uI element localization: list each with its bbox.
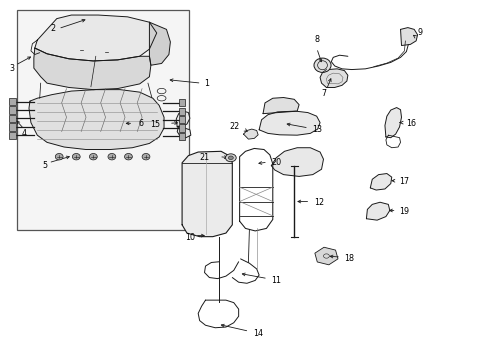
Bar (9, 115, 16, 122)
Polygon shape (243, 129, 258, 139)
Bar (9, 132, 16, 139)
Text: 12: 12 (313, 198, 323, 207)
Polygon shape (34, 48, 151, 90)
Polygon shape (263, 98, 299, 114)
Text: 21: 21 (199, 153, 209, 162)
Text: 14: 14 (253, 329, 263, 338)
Polygon shape (177, 126, 190, 138)
Bar (17, 10, 188, 230)
Polygon shape (149, 22, 170, 65)
Text: 3: 3 (9, 64, 14, 73)
Ellipse shape (225, 154, 236, 162)
Text: 18: 18 (344, 254, 354, 263)
Text: 8: 8 (313, 35, 319, 44)
Text: 16: 16 (406, 119, 416, 128)
Text: 1: 1 (204, 79, 209, 88)
Bar (178, 99, 185, 107)
Bar (178, 116, 185, 123)
Text: 6: 6 (138, 119, 143, 128)
Ellipse shape (142, 153, 150, 160)
Polygon shape (182, 151, 232, 237)
Polygon shape (384, 108, 401, 138)
Text: 7: 7 (320, 89, 325, 98)
Text: 17: 17 (399, 177, 409, 186)
Ellipse shape (55, 153, 63, 160)
Text: 13: 13 (311, 125, 321, 134)
Text: 22: 22 (229, 122, 239, 131)
Text: 9: 9 (417, 28, 422, 37)
Text: 10: 10 (184, 233, 195, 242)
Polygon shape (320, 69, 347, 87)
Text: 19: 19 (399, 207, 409, 216)
Bar (178, 133, 185, 140)
Ellipse shape (124, 153, 132, 160)
Text: 5: 5 (42, 161, 47, 170)
Ellipse shape (313, 58, 330, 72)
Polygon shape (400, 28, 417, 45)
Polygon shape (271, 148, 323, 176)
Ellipse shape (108, 153, 116, 160)
Text: 15: 15 (150, 120, 160, 129)
Bar (178, 125, 185, 132)
Text: 20: 20 (271, 158, 281, 167)
Text: 11: 11 (271, 276, 281, 285)
Polygon shape (369, 174, 391, 190)
Polygon shape (176, 111, 189, 127)
Text: 4: 4 (21, 129, 26, 138)
Text: 2: 2 (51, 24, 56, 33)
Polygon shape (259, 111, 320, 135)
Bar (9, 98, 16, 105)
Ellipse shape (72, 153, 80, 160)
Ellipse shape (228, 156, 233, 159)
Ellipse shape (89, 153, 97, 160)
Polygon shape (366, 202, 389, 220)
Bar (9, 107, 16, 114)
Bar (178, 108, 185, 115)
Polygon shape (29, 90, 163, 149)
Polygon shape (35, 15, 157, 61)
Bar (9, 123, 16, 131)
